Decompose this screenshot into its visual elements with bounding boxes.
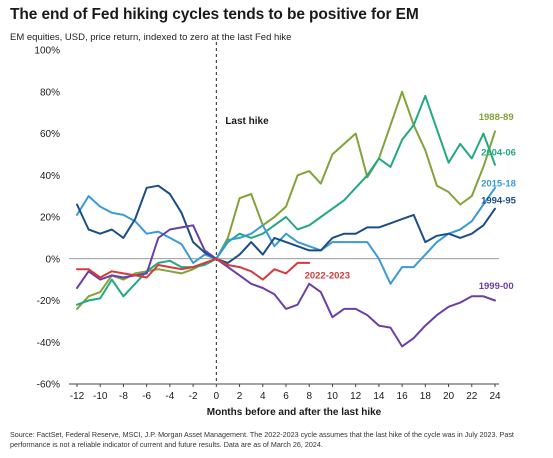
y-tick-label: 80%	[40, 87, 60, 98]
y-tick-label: 40%	[40, 171, 60, 182]
x-tick-label: 6	[283, 391, 289, 402]
series-line-1994-95	[76, 184, 496, 264]
last-hike-annotation: Last hike	[225, 116, 269, 127]
x-tick-label: 10	[327, 391, 339, 402]
chart-subtitle: EM equities, USD, price return, indexed …	[10, 32, 292, 43]
x-tick-label: 14	[373, 391, 385, 402]
x-tick-label: -2	[189, 391, 198, 402]
series-label-1988-89: 1988-89	[479, 112, 514, 123]
x-tick-label: 20	[443, 391, 455, 402]
x-tick-label: 16	[397, 391, 409, 402]
y-tick-label: -20%	[37, 296, 60, 307]
x-tick-label: -8	[119, 391, 128, 402]
chart-series	[76, 90, 496, 348]
series-label-1999-00: 1999-00	[479, 281, 514, 292]
x-tick-label: 8	[306, 391, 312, 402]
x-tick-label: 24	[489, 391, 501, 402]
y-tick-label: -60%	[37, 380, 60, 391]
x-tick-label: -6	[142, 391, 151, 402]
x-tick-label: 22	[466, 391, 478, 402]
source-footnote: Source: FactSet, Federal Reserve, MSCI, …	[10, 430, 514, 449]
chart-series-labels: 1988-89 2004-06 2015-18 1994-95 1999-00 2022-…	[305, 112, 517, 292]
series-label-2004-06: 2004-06	[481, 147, 516, 158]
x-tick-label: -10	[93, 391, 108, 402]
line-chart: -60% -40% -20% 0% 20% 40% 60% 80% 100% -12 -10 -8 -6…	[34, 42, 517, 418]
x-tick-label: -12	[70, 391, 85, 402]
y-tick-label: 100%	[34, 46, 60, 57]
x-tick-label: 12	[350, 391, 362, 402]
chart-axes: -60% -40% -20% 0% 20% 40% 60% 80% 100% -12 -10 -8 -6…	[34, 42, 501, 402]
y-tick-label: 0%	[46, 254, 61, 265]
series-line-1999-00	[76, 224, 496, 348]
y-tick-label: 20%	[40, 213, 60, 224]
x-tick-label: 18	[420, 391, 432, 402]
x-tick-label: 4	[260, 391, 266, 402]
chart-title: The end of Fed hiking cycles tends to be…	[10, 6, 419, 23]
series-line-2015-18	[76, 186, 496, 285]
series-label-2022-2023: 2022-2023	[305, 270, 350, 281]
x-tick-label: -4	[165, 391, 174, 402]
x-axis-label: Months before and after the last hike	[207, 407, 382, 418]
series-label-2015-18: 2015-18	[481, 179, 516, 190]
x-tick-label: 0	[214, 391, 220, 402]
series-label-1994-95: 1994-95	[481, 195, 517, 206]
series-line-2022-2023	[76, 257, 311, 281]
y-tick-label: -40%	[37, 338, 60, 349]
x-tick-label: 2	[237, 391, 243, 402]
y-tick-label: 60%	[40, 129, 60, 140]
